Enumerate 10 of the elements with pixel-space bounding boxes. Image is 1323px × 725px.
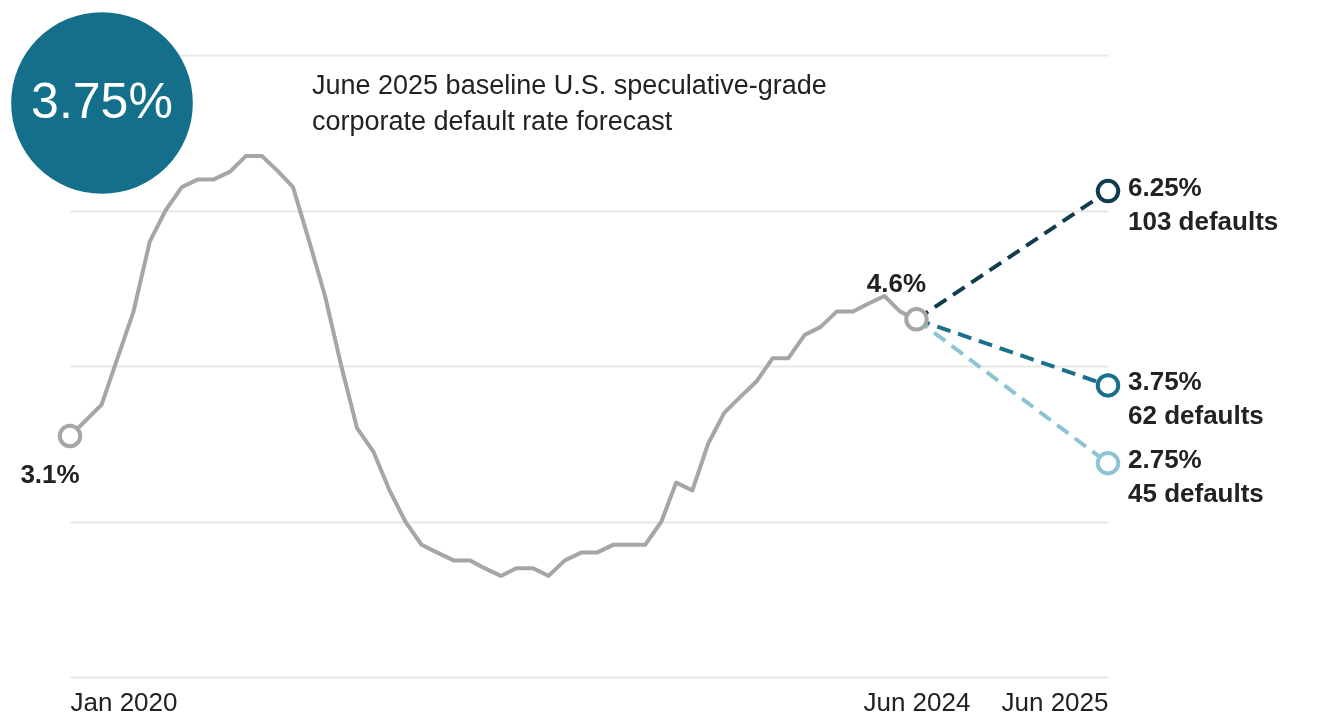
annotation: 3.75% <box>31 73 173 129</box>
data-label: 3.1% <box>20 458 80 489</box>
x-tick-label: Jan 2020 <box>70 686 178 717</box>
data-label: 2.75% 45 defaults <box>1128 444 1264 509</box>
text: June 2025 baseline U.S. speculative-grade corporate default rate forecast <box>312 70 827 136</box>
data-label: 6.25% 103 defaults <box>1128 172 1279 237</box>
x-tick-label: Jun 2025 <box>1001 686 1109 717</box>
data-label: 3.75% 62 defaults <box>1128 366 1264 431</box>
data-label: 4.6% <box>866 268 927 299</box>
x-tick-label: Jun 2024 <box>863 686 971 717</box>
